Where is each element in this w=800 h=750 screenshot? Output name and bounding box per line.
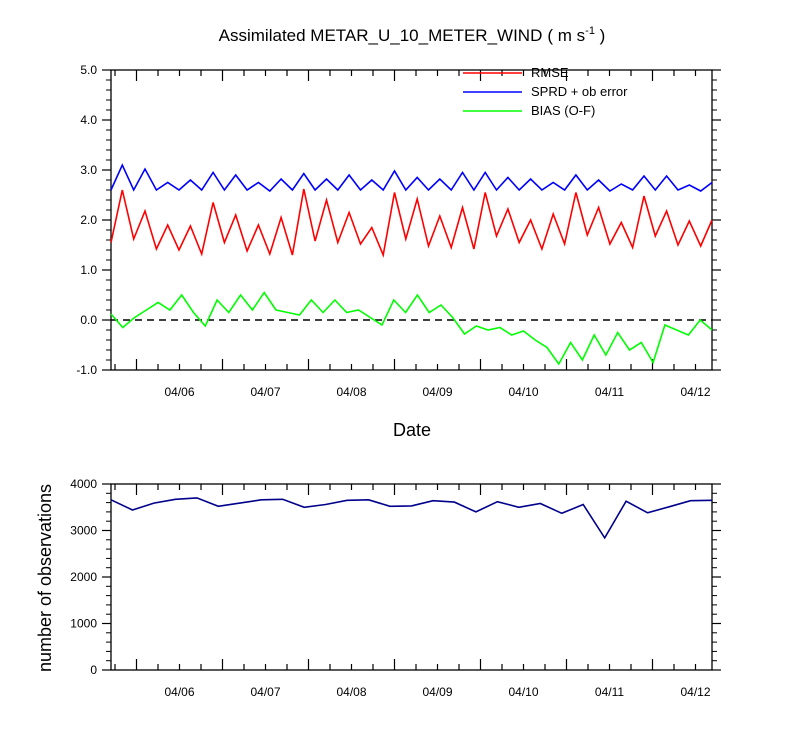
- chart-title-units-sup: -1: [585, 25, 595, 37]
- x-tick-label: 04/07: [250, 385, 280, 399]
- series-line-series-0: [110, 497, 713, 540]
- bottom-y-axis-title: number of observations: [35, 484, 55, 672]
- x-tick-label: 04/06: [164, 385, 194, 399]
- y-tick-label: 4.0: [80, 113, 97, 127]
- plot-frame: [110, 483, 713, 671]
- y-tick-label: 5.0: [80, 63, 97, 77]
- x-tick-label: 04/09: [422, 685, 452, 699]
- x-tick-label: 04/11: [595, 685, 624, 699]
- legend-label: BIAS (O-F): [531, 103, 595, 118]
- x-tick-label: 04/08: [336, 685, 366, 699]
- x-tick-label: 04/12: [680, 385, 710, 399]
- chart-title-main: Assimilated METAR_U_10_METER_WIND: [219, 26, 543, 45]
- y-tick-label: 3000: [70, 524, 97, 538]
- x-tick-label: 04/09: [422, 385, 452, 399]
- top-x-axis-title: Date: [393, 420, 431, 440]
- x-tick-label: 04/10: [508, 385, 538, 399]
- series-line-rmse: [110, 188, 713, 258]
- y-tick-label: 3.0: [80, 163, 97, 177]
- chart-title-units: ( m s: [547, 26, 585, 45]
- y-tick-label: 1000: [70, 617, 97, 631]
- x-tick-label: 04/08: [336, 385, 366, 399]
- y-tick-label: -1.0: [76, 363, 97, 377]
- series-line-bias-o-f: [110, 291, 713, 366]
- y-tick-label: 2000: [70, 570, 97, 584]
- legend-label: RMSE: [531, 65, 569, 80]
- y-tick-label: 0: [90, 663, 97, 677]
- top-plot: 04/06 04/07 04/08 04/09 04/10 04/11 04/12 -1.0 0…: [76, 63, 721, 399]
- y-tick-label: 4000: [70, 477, 97, 491]
- y-tick-label: 1.0: [80, 263, 97, 277]
- y-tick-label: 0.0: [80, 313, 97, 327]
- x-tick-label: 04/10: [508, 685, 538, 699]
- x-tick-label: 04/12: [680, 685, 710, 699]
- legend-label: SPRD + ob error: [531, 84, 628, 99]
- series-line-sprd-ob-error: [110, 163, 713, 193]
- bottom-plot: 04/06 04/07 04/08 04/09 04/10 04/11 04/12 0 1000…: [70, 477, 721, 699]
- chart-title: Assimilated METAR_U_10_METER_WIND( m s-1…: [219, 25, 606, 45]
- x-tick-label: 04/07: [250, 685, 280, 699]
- y-tick-label: 2.0: [80, 213, 97, 227]
- chart-title-units-close: ): [595, 26, 605, 45]
- x-tick-label: 04/11: [595, 385, 624, 399]
- x-tick-label: 04/06: [164, 685, 194, 699]
